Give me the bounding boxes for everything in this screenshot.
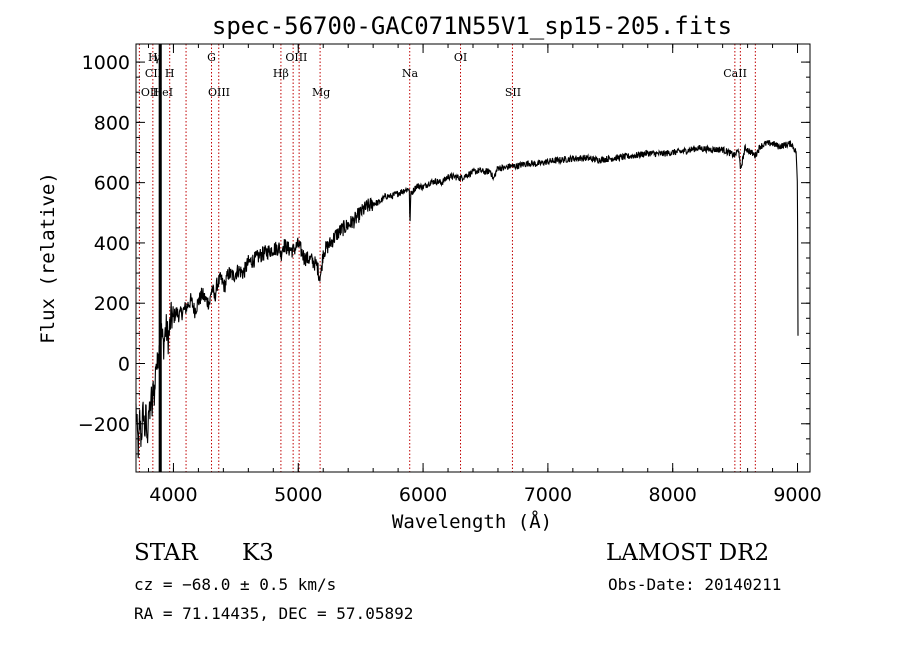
annotation-10: Mg [312, 86, 330, 99]
y-tick-label-6: 1000 [82, 52, 130, 74]
object-subclass: K3 [242, 540, 274, 566]
y-tick-label-4: 600 [94, 173, 130, 195]
annotation-3: H [165, 67, 175, 80]
annotation-7: OIII [208, 86, 230, 99]
y-tick-label-5: 800 [94, 112, 130, 134]
strong-line-markers [158, 44, 162, 472]
x-tick-label-2: 6000 [399, 484, 447, 506]
obs-date: Obs-Date: 20140211 [608, 575, 782, 594]
x-tick-label-0: 4000 [149, 484, 197, 506]
x-axis-label: Wavelength (Å) [392, 510, 552, 533]
emission-line-markers [138, 44, 756, 472]
y-tick-label-3: 400 [94, 233, 130, 255]
annotation-1: γ [154, 51, 161, 64]
annotation-5: HeI [153, 86, 173, 99]
annotation-4: OII [141, 86, 159, 99]
x-tick-label-3: 7000 [524, 484, 572, 506]
annotation-9: Hβ [273, 67, 289, 80]
redshift-info: cz = −68.0 ± 0.5 km/s [134, 575, 337, 594]
coordinates: RA = 71.14435, DEC = 57.05892 [134, 604, 414, 623]
annotation-12: OI [454, 51, 467, 64]
x-tick-label-1: 5000 [274, 484, 322, 506]
y-axis: −200 0 200 400 600 800 1000 [78, 52, 810, 455]
annotation-14: CaII [723, 67, 747, 80]
object-class: STAR [134, 540, 198, 566]
x-axis: 4000 5000 6000 7000 8000 9000 [147, 44, 822, 506]
y-axis-label: Flux (relative) [37, 172, 59, 344]
spectrum-line [135, 140, 799, 459]
y-tick-label-0: −200 [78, 414, 130, 436]
annotation-2: CII [145, 67, 162, 80]
x-tick-label-5: 9000 [773, 484, 821, 506]
plot-frame [135, 43, 811, 473]
annotation-0: H [148, 51, 158, 64]
annotation-13: SII [505, 86, 521, 99]
chart-title: spec-56700-GAC071N55V1_sp15-205.fits [212, 12, 732, 40]
annotation-11: Na [402, 67, 419, 80]
survey-name: LAMOST DR2 [606, 540, 770, 566]
x-tick-label-4: 8000 [649, 484, 697, 506]
y-tick-label-1: 0 [118, 353, 130, 375]
y-tick-label-2: 200 [94, 293, 130, 315]
annotation-6: G [207, 51, 216, 64]
annotation-8: OIII [285, 51, 307, 64]
